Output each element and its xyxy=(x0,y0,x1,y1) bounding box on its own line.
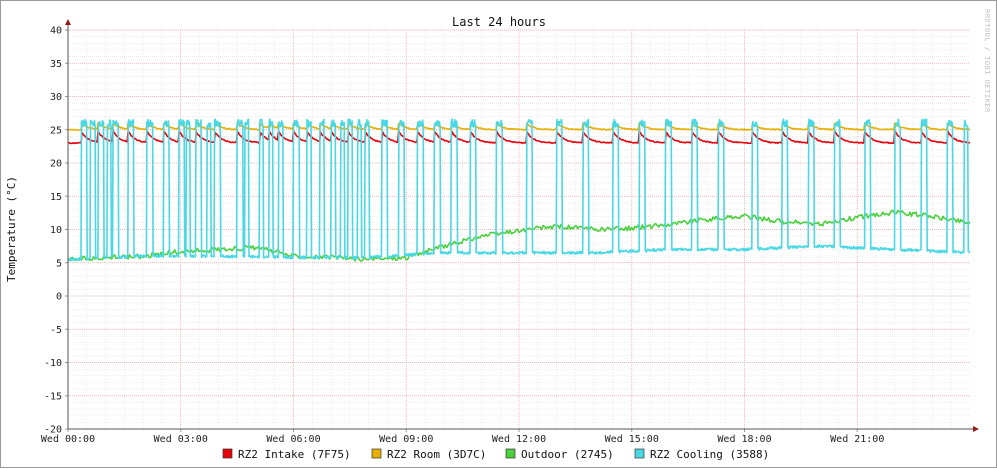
y-axis-ticks: 40 35 30 25 20 15 10 5 0 -5 -10 -15 -20 xyxy=(44,26,68,436)
series-lines xyxy=(67,118,971,262)
y-tick-label: 5 xyxy=(56,258,62,269)
y-tick-label: 20 xyxy=(50,159,62,170)
y-axis-label: Temperature (°C) xyxy=(5,176,18,282)
x-tick-label: Wed 06:00 xyxy=(266,434,320,445)
legend-swatch xyxy=(634,448,645,459)
x-tick-label: Wed 00:00 xyxy=(41,434,95,445)
rrdtool-watermark: RRDTOOL / TOBI OETIKER xyxy=(983,9,991,113)
legend-swatch xyxy=(505,448,516,459)
x-axis-arrow xyxy=(973,426,979,432)
legend-label: RZ2 Room (3D7C) xyxy=(387,448,486,461)
legend: RZ2 Intake (7F75) RZ2 Room (3D7C) Outdoor … xyxy=(222,448,769,461)
y-tick-label: -10 xyxy=(44,358,62,369)
axes xyxy=(65,19,979,432)
x-tick-label: Wed 12:00 xyxy=(492,434,546,445)
x-tick-label: Wed 15:00 xyxy=(605,434,659,445)
series-line xyxy=(67,129,971,145)
legend-label: Outdoor (2745) xyxy=(521,448,614,461)
x-tick-label: Wed 18:00 xyxy=(717,434,771,445)
x-tick-label: Wed 21:00 xyxy=(830,434,884,445)
x-axis-ticks: Wed 00:00 Wed 03:00 Wed 06:00 Wed 09:00 Wed … xyxy=(41,429,884,445)
y-tick-label: -5 xyxy=(50,325,62,336)
y-tick-label: 30 xyxy=(50,92,62,103)
grid-lines xyxy=(67,29,970,430)
legend-label: RZ2 Intake (7F75) xyxy=(238,448,351,461)
y-tick-label: 40 xyxy=(50,26,62,37)
legend-swatch xyxy=(371,448,382,459)
y-tick-label: 35 xyxy=(50,59,62,70)
y-tick-label: 25 xyxy=(50,125,62,136)
series-line xyxy=(67,118,971,262)
y-tick-label: -15 xyxy=(44,391,62,402)
y-tick-label: 0 xyxy=(56,292,62,303)
chart-title: Last 24 hours xyxy=(452,15,546,29)
y-axis-arrow xyxy=(65,19,71,25)
x-tick-label: Wed 03:00 xyxy=(154,434,208,445)
legend-swatch xyxy=(222,448,233,459)
y-tick-label: -20 xyxy=(44,425,62,436)
y-tick-label: 15 xyxy=(50,192,62,203)
series-line xyxy=(67,209,971,262)
legend-label: RZ2 Cooling (3588) xyxy=(650,448,769,461)
y-tick-label: 10 xyxy=(50,225,62,236)
x-tick-label: Wed 09:00 xyxy=(379,434,433,445)
